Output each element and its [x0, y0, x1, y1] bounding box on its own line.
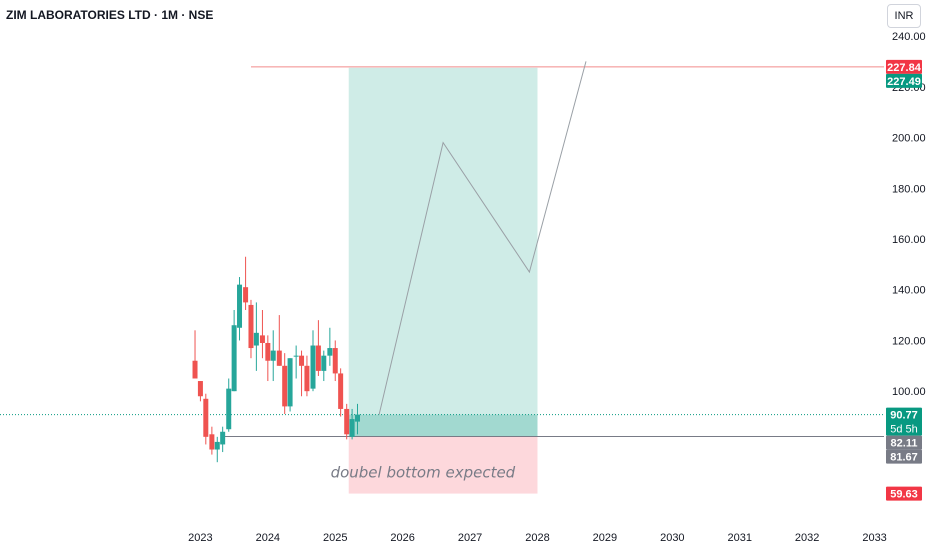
candle-body: [259, 335, 265, 343]
price-badge-label: 90.77: [890, 410, 918, 422]
candle-body: [237, 284, 243, 328]
price-tick-label: 160.00: [892, 234, 926, 246]
price-tick-label: 180.00: [892, 183, 926, 195]
price-badge: [886, 73, 922, 88]
price-badge: [886, 449, 922, 464]
currency-button[interactable]: INR: [887, 4, 921, 28]
time-tick-label: 2029: [593, 532, 617, 544]
candle-body: [354, 414, 360, 422]
candle-body: [203, 398, 209, 437]
projection-path: [378, 61, 587, 415]
candle-body: [226, 388, 232, 430]
candle-body: [253, 332, 259, 346]
price-badge-label: 81.67: [890, 452, 918, 464]
time-tick-label: 2025: [323, 532, 347, 544]
candle-body: [270, 350, 276, 361]
profit-zone-filled: [348, 414, 538, 437]
price-badge: [886, 486, 922, 501]
price-tick-label: 120.00: [892, 335, 926, 347]
profit-zone: [348, 67, 538, 415]
price-badge: [886, 59, 922, 74]
time-tick-label: 2028: [525, 532, 549, 544]
candle-body: [265, 342, 271, 361]
price-badges: 227.84 227.49 90.77 5d 5h 82.11 81.67 59.63: [886, 59, 922, 501]
time-tick-label: 2030: [660, 532, 684, 544]
candle-body: [209, 434, 215, 450]
time-tick-label: 2027: [458, 532, 482, 544]
position-zones: [348, 67, 538, 494]
symbol-title[interactable]: ZIM LABORATORIES LTD · 1M · NSE: [6, 8, 214, 22]
time-tick-label: 2024: [256, 532, 280, 544]
candle-body: [293, 355, 299, 357]
time-tick-label: 2031: [728, 532, 752, 544]
horizontal-lines: [0, 66, 884, 438]
candle-body: [220, 431, 226, 445]
candle-body: [349, 419, 355, 437]
candle-body: [327, 348, 333, 356]
time-tick-label: 2026: [390, 532, 414, 544]
candle-body: [332, 348, 338, 374]
candle-body: [321, 355, 327, 371]
candle-body: [282, 365, 288, 407]
countdown-label: 5d 5h: [890, 424, 918, 436]
price-badge: [886, 435, 922, 450]
candle-body: [276, 350, 282, 366]
time-axis[interactable]: 2023 2024 2025 2026 2027 2028 2029 2030 2031 2032…: [188, 532, 887, 544]
candle-body: [299, 355, 305, 366]
candle-body: [248, 304, 254, 349]
time-tick-label: 2033: [862, 532, 886, 544]
annotation-label[interactable]: doubel bottom expected: [331, 463, 516, 481]
candle-body: [315, 345, 321, 371]
price-tick-label: 140.00: [892, 285, 926, 297]
price-tick-label: 200.00: [892, 133, 926, 145]
projection-line: [378, 61, 587, 415]
loss-zone: [348, 436, 538, 494]
time-tick-label: 2032: [795, 532, 819, 544]
candle-body: [214, 441, 220, 450]
candle-body: [304, 365, 310, 392]
candle-body: [231, 325, 237, 392]
price-badge-label: 59.63: [890, 489, 918, 501]
candle-body: [197, 381, 203, 397]
candle-body: [243, 287, 249, 303]
candle-body: [287, 358, 293, 407]
candle-body: [344, 408, 350, 435]
price-tick-label: 100.00: [892, 386, 926, 398]
candle-body: [338, 373, 344, 409]
candles: [192, 256, 360, 463]
price-badge-label: 227.49: [887, 76, 921, 88]
candle-body: [192, 360, 198, 379]
price-tick-label: 240.00: [892, 31, 926, 43]
price-badge-label: 227.84: [887, 62, 922, 74]
time-tick-label: 2023: [188, 532, 212, 544]
price-badge-label: 82.11: [891, 438, 918, 450]
price-badge: [886, 407, 922, 436]
candle-body: [310, 345, 316, 389]
